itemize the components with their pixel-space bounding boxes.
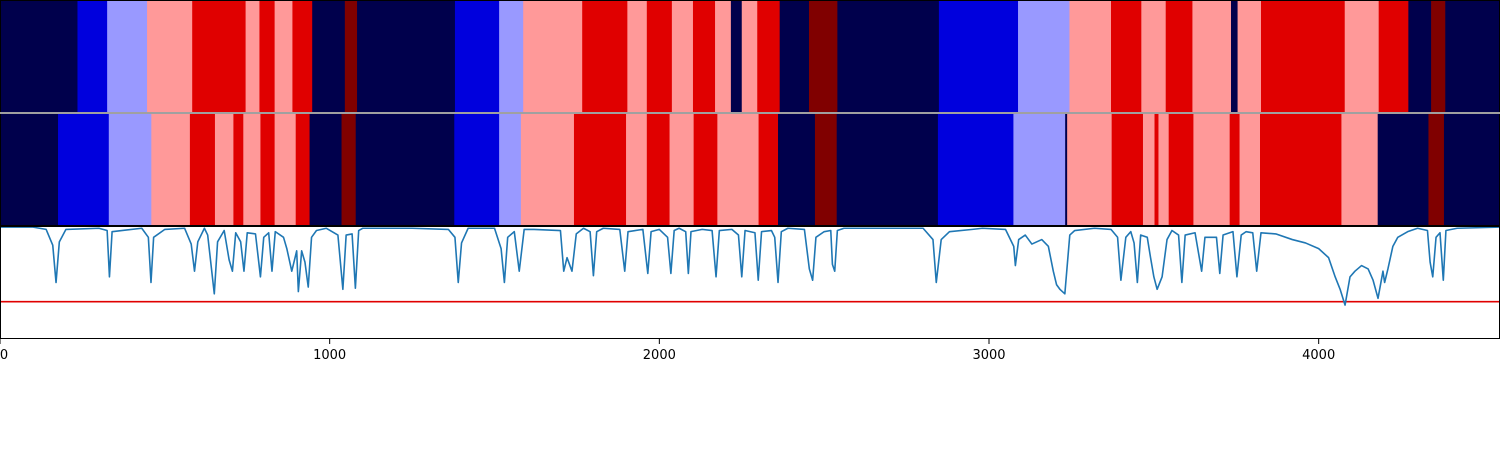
heatmap-top-segment — [147, 0, 193, 113]
heatmap-bottom-segment — [1229, 113, 1241, 226]
heatmap-top-segment — [259, 0, 276, 113]
heatmap-bottom-segment — [454, 113, 500, 226]
heatmap-bottom-segment — [0, 113, 59, 226]
heatmap-bottom-segment — [1142, 113, 1156, 226]
heatmap-bottom-segment — [937, 113, 1014, 226]
heatmap-top-segment — [809, 0, 838, 113]
x-tick-label: 0 — [0, 348, 8, 363]
line-panel-background — [0, 226, 1500, 339]
heatmap-top-segment — [582, 0, 628, 113]
heatmap-top-segment — [1192, 0, 1232, 113]
heatmap-bottom-segment — [151, 113, 191, 226]
heatmap-bottom-segment — [341, 113, 357, 226]
heatmap-bottom-segment — [499, 113, 522, 226]
heatmap-top-segment — [1165, 0, 1194, 113]
heatmap-top-segment — [1344, 0, 1380, 113]
heatmap-top-segment — [1445, 0, 1500, 113]
heatmap-top-segment — [757, 0, 781, 113]
heatmap-top-segment — [671, 0, 694, 113]
heatmap-top-segment — [692, 0, 716, 113]
heatmap-bottom-segment — [58, 113, 110, 226]
heatmap-top-segment — [0, 0, 79, 113]
heatmap-bottom-segment — [108, 113, 152, 226]
heatmap-row-bottom — [0, 113, 1500, 226]
heatmap-top-segment — [245, 0, 261, 113]
heatmap-top-segment — [454, 0, 500, 113]
heatmap-bottom-segment — [646, 113, 671, 226]
heatmap-bottom-segment — [189, 113, 216, 226]
heatmap-bottom-segment — [214, 113, 235, 226]
heatmap-top-segment — [107, 0, 148, 113]
heatmap-bottom-segment — [1111, 113, 1144, 226]
heatmap-top-segment — [1018, 0, 1071, 113]
heatmap-bottom-segment — [1193, 113, 1231, 226]
heatmap-bottom-segment — [758, 113, 779, 226]
heatmap-top-segment — [837, 0, 940, 113]
heatmap-bottom-segment — [814, 113, 838, 226]
heatmap-bottom-segment — [233, 113, 244, 226]
heatmap-top-segment — [312, 0, 346, 113]
heatmap-top-segment — [1378, 0, 1409, 113]
x-tick-label: 2000 — [643, 348, 676, 363]
heatmap-top-segment — [1230, 0, 1239, 113]
heatmap-bottom-segment — [1065, 113, 1068, 226]
heatmap-top-segment — [938, 0, 1019, 113]
heatmap-bottom-segment — [355, 113, 455, 226]
heatmap-bottom-segment — [1377, 113, 1430, 226]
heatmap-bottom-segment — [1428, 113, 1445, 226]
heatmap-top-segment — [344, 0, 358, 113]
heatmap-bottom-segment — [626, 113, 648, 226]
heatmap-top-segment — [779, 0, 810, 113]
heatmap-bottom-segment — [1260, 113, 1343, 226]
heatmap-row-top — [0, 0, 1500, 113]
heatmap-top-segment — [499, 0, 524, 113]
heatmap-bottom-segment — [693, 113, 718, 226]
heatmap-bottom-segment — [1443, 113, 1500, 226]
x-tick-label: 3000 — [972, 348, 1005, 363]
heatmap-bottom-segment — [1168, 113, 1195, 226]
heatmap-top-segment — [1237, 0, 1262, 113]
heatmap-bottom-segment — [836, 113, 939, 226]
heatmap-bottom-segment — [778, 113, 816, 226]
heatmap-bottom-segment — [260, 113, 276, 226]
heatmap-bottom-segment — [1239, 113, 1261, 226]
heatmap-bottom-segment — [243, 113, 262, 226]
heatmap-bottom-segment — [573, 113, 627, 226]
heatmap-top-segment — [715, 0, 732, 113]
heatmap-top-segment — [1260, 0, 1346, 113]
heatmap-top-segment — [730, 0, 743, 113]
heatmap-top-segment — [741, 0, 758, 113]
heatmap-bottom-segment — [1341, 113, 1379, 226]
heatmap-top-segment — [292, 0, 313, 113]
heatmap-top-segment — [1141, 0, 1167, 113]
line-panel — [0, 226, 1500, 339]
heatmap-top-segment — [274, 0, 294, 113]
heatmap-bottom-segment — [669, 113, 695, 226]
heatmap-top-segment — [1431, 0, 1446, 113]
heatmap-bottom-segment — [1013, 113, 1066, 226]
heatmap-top-segment — [1408, 0, 1432, 113]
heatmap-bottom-segment — [717, 113, 760, 226]
heatmap-bottom-segment — [1158, 113, 1170, 226]
heatmap-top-segment — [627, 0, 648, 113]
heatmap-bottom-segment — [1154, 113, 1160, 226]
x-tick-label: 4000 — [1302, 348, 1335, 363]
heatmap-bottom-segment — [295, 113, 311, 226]
series-line — [0, 226, 1500, 306]
heatmap-bottom-segment — [520, 113, 575, 226]
heatmap-top-segment — [77, 0, 108, 113]
heatmap-top-segment — [357, 0, 456, 113]
heatmap-top-segment — [1069, 0, 1112, 113]
heatmap-top-segment — [192, 0, 247, 113]
x-tick-label: 1000 — [313, 348, 346, 363]
x-axis: 0 1000 2000 3000 4000 — [0, 339, 1335, 363]
heatmap-bottom-segment — [309, 113, 343, 226]
heatmap-top-segment — [646, 0, 673, 113]
heatmap-top-segment — [1110, 0, 1142, 113]
heatmap-bottom-segment — [274, 113, 297, 226]
heatmap-top-segment — [523, 0, 583, 113]
heatmap-bottom-segment — [1067, 113, 1113, 226]
